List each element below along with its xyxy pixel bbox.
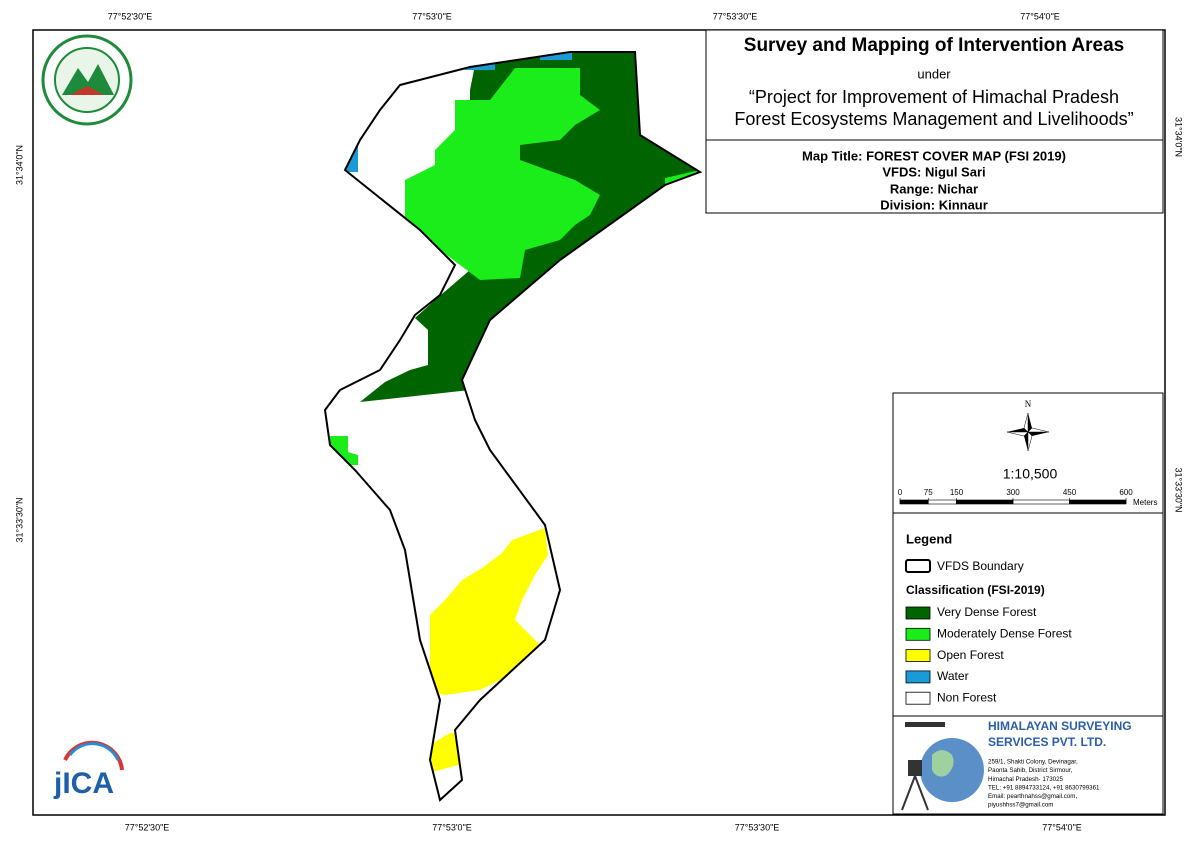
coord-label: 31°33'30"N <box>1174 467 1184 512</box>
scale-segment <box>1069 499 1127 505</box>
coord-label: 77°52'30"E <box>125 822 170 832</box>
legend-swatch <box>905 670 931 684</box>
legend-items: Very Dense Forest Moderately Dense Forest… <box>905 605 1072 705</box>
north-label: N <box>1025 399 1032 409</box>
address-line: Email: pearthnahss@gmail.com, <box>988 793 1077 800</box>
coord-label: 77°53'0"E <box>412 11 452 21</box>
address-line: piyushhss7@gmail.com <box>988 802 1053 809</box>
coord-label: 77°54'0"E <box>1042 822 1082 832</box>
coord-label: 77°53'30"E <box>735 822 780 832</box>
coord-label: 31°34'0"N <box>14 145 24 185</box>
legend-swatch <box>905 627 931 641</box>
legend-label: Moderately Dense Forest <box>937 626 1072 640</box>
address-line: TEL: +91 8894733124, +91 8630799361 <box>988 784 1100 791</box>
company-name: SERVICES PVT. LTD. <box>988 735 1106 749</box>
vfds-name: VFDS: Nigul Sari <box>882 164 985 179</box>
coord-label: 77°53'30"E <box>713 11 758 21</box>
scale-tick-label: 600 <box>1119 488 1133 497</box>
range-name: Range: Nichar <box>890 181 978 196</box>
company-address: 259/1, Shakti Colony, Devinagar,Paonta S… <box>988 759 1100 809</box>
coord-label: 31°34'0"N <box>1174 117 1184 157</box>
header-title: Survey and Mapping of Intervention Areas <box>744 35 1124 56</box>
address-line: Himachal Pradesh- 173025 <box>988 776 1064 783</box>
coord-label: 31°33'30"N <box>14 497 24 542</box>
legend-label: VFDS Boundary <box>937 559 1024 573</box>
boundary-swatch <box>905 559 931 573</box>
legend-swatch <box>905 606 931 620</box>
north-arrow <box>1006 412 1050 452</box>
legend-label: Open Forest <box>937 648 1004 662</box>
info-box <box>705 139 1164 214</box>
legend-label: Water <box>937 669 969 683</box>
coord-label: 77°54'0"E <box>1020 11 1060 21</box>
company-logo <box>901 722 984 811</box>
address-line: Paonta Sahib, District Sirmour, <box>988 767 1073 774</box>
scale-tick-label: 0 <box>898 488 903 497</box>
scale-segment <box>956 499 1014 505</box>
project-line: Forest Ecosystems Management and Livelih… <box>734 109 1133 129</box>
division-name: Division: Kinnaur <box>880 197 988 212</box>
address-line: 259/1, Shakti Colony, Devinagar, <box>988 759 1078 766</box>
scale-tick-label: 150 <box>950 488 964 497</box>
jica-logo: jICA <box>53 740 124 800</box>
project-line: “Project for Improvement of Himachal Pra… <box>749 87 1119 107</box>
vfds-boundary <box>323 51 703 802</box>
company-name: HIMALAYAN SURVEYING <box>988 719 1132 733</box>
legend-title: Legend <box>906 531 952 546</box>
map-title: Map Title: FOREST COVER MAP (FSI 2019) <box>802 148 1066 163</box>
scale-tick-label: 75 <box>924 488 933 497</box>
legend-subtitle: Classification (FSI-2019) <box>906 583 1045 597</box>
legend-swatch <box>905 691 931 705</box>
scale-segment <box>1012 499 1070 505</box>
scale-segment <box>899 499 929 505</box>
jica-text: jICA <box>53 767 114 800</box>
coord-label: 77°53'0"E <box>432 822 472 832</box>
scale-bar: 0 75 150 300 450 600 <box>898 488 1133 505</box>
scale-tick-label: 300 <box>1006 488 1020 497</box>
header-under: under <box>917 66 951 81</box>
scale-segment <box>927 499 957 505</box>
emblem-logo <box>41 34 133 126</box>
legend-label: Non Forest <box>937 690 997 704</box>
coordinates: 77°52'30"E 77°53'0"E 77°53'30"E 77°54'0"… <box>14 11 1183 832</box>
legend-label: Very Dense Forest <box>937 605 1037 619</box>
scale-unit: Meters <box>1133 498 1157 507</box>
header-box <box>705 29 1164 141</box>
scale-ratio: 1:10,500 <box>1003 466 1058 482</box>
legend-swatch <box>905 649 931 662</box>
coord-label: 77°52'30"E <box>108 11 153 21</box>
scale-tick-label: 450 <box>1063 488 1077 497</box>
